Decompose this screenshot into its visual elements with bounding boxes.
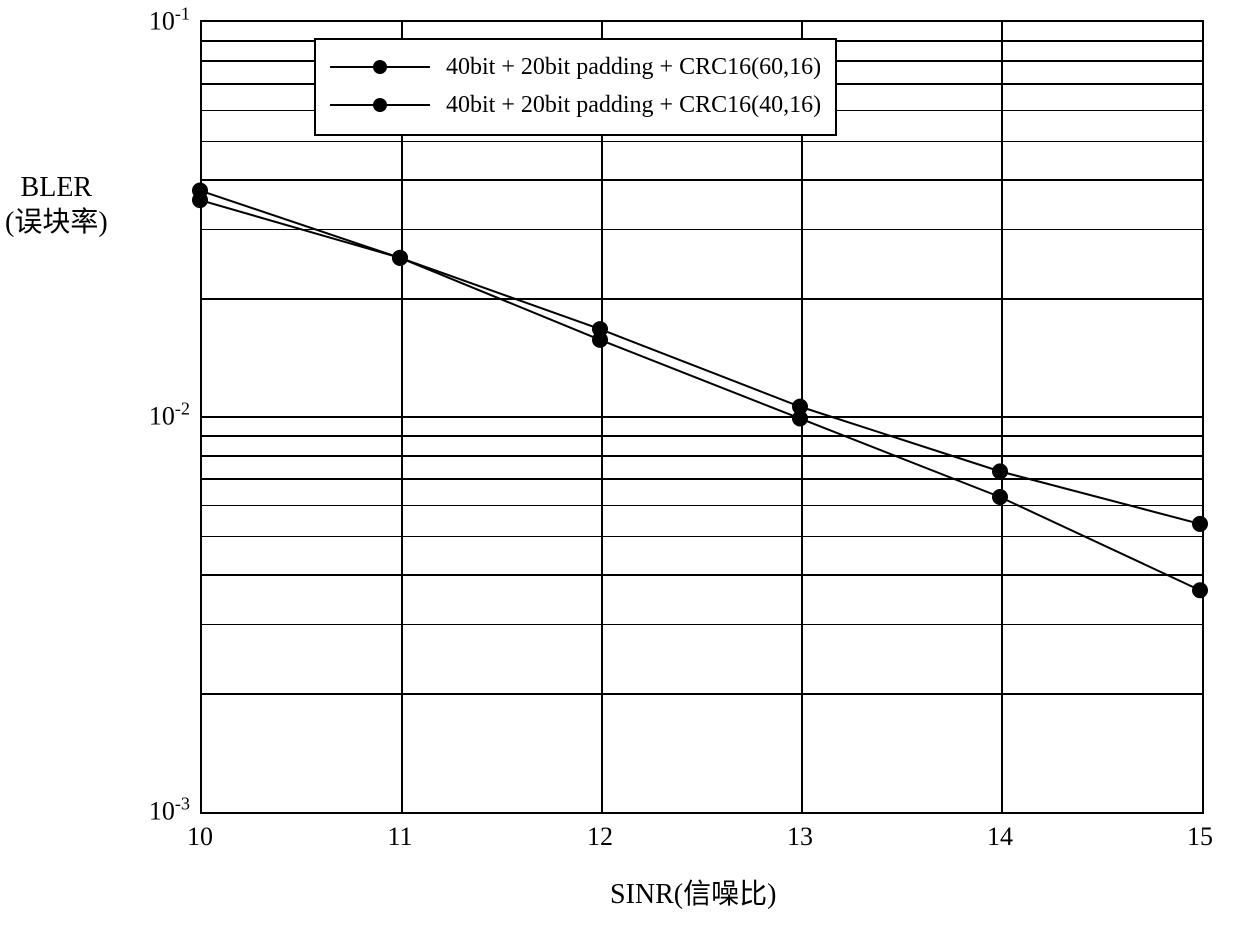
- series-marker: [1192, 582, 1208, 598]
- chart-svg: [200, 20, 1240, 930]
- y-tick-label: 10-2: [130, 399, 190, 432]
- y-axis-label: BLER (误块率): [5, 170, 108, 240]
- series-marker: [992, 489, 1008, 505]
- series-marker: [1192, 516, 1208, 532]
- y-axis-label-line2: (误块率): [5, 207, 108, 238]
- series-marker: [992, 463, 1008, 479]
- series-marker: [192, 192, 208, 208]
- series-line: [200, 191, 1200, 524]
- series-marker: [392, 250, 408, 266]
- y-tick-label: 10-1: [130, 4, 190, 37]
- y-axis-label-line1: BLER: [21, 172, 93, 203]
- series-marker: [792, 410, 808, 426]
- series-marker: [592, 332, 608, 348]
- y-tick-label: 10-3: [130, 794, 190, 827]
- series-line: [200, 200, 1200, 590]
